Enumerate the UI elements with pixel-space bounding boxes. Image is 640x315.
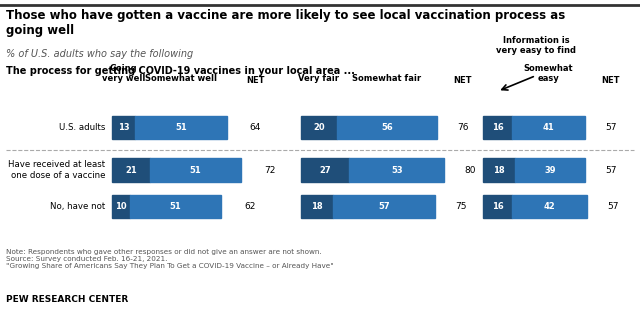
- Text: PEW RESEARCH CENTER: PEW RESEARCH CENTER: [6, 295, 129, 304]
- Text: 41: 41: [543, 123, 554, 132]
- Bar: [483, 116, 512, 139]
- Bar: [130, 194, 221, 218]
- Text: 57: 57: [605, 166, 617, 175]
- Text: 16: 16: [492, 123, 504, 132]
- Text: 72: 72: [264, 166, 275, 175]
- Text: NET: NET: [453, 76, 472, 85]
- Bar: [512, 194, 587, 218]
- Text: 42: 42: [543, 202, 556, 211]
- Text: 20: 20: [313, 123, 324, 132]
- Text: Have received at least
one dose of a vaccine: Have received at least one dose of a vac…: [8, 160, 106, 180]
- Text: 57: 57: [605, 123, 617, 132]
- Text: 18: 18: [493, 166, 505, 175]
- Text: 57: 57: [378, 202, 390, 211]
- Text: Information is
very easy to find: Information is very easy to find: [496, 36, 576, 55]
- Bar: [333, 194, 435, 218]
- Text: 56: 56: [381, 123, 393, 132]
- Text: Somewhat
easy: Somewhat easy: [524, 64, 573, 83]
- Bar: [112, 158, 150, 182]
- Text: 62: 62: [244, 202, 256, 211]
- Text: 53: 53: [391, 166, 403, 175]
- Bar: [301, 158, 349, 182]
- Text: 51: 51: [170, 202, 182, 211]
- Text: 51: 51: [189, 166, 201, 175]
- Text: Very fair: Very fair: [298, 74, 339, 83]
- Text: 10: 10: [115, 202, 127, 211]
- Bar: [337, 116, 437, 139]
- Text: 18: 18: [311, 202, 323, 211]
- Bar: [150, 158, 241, 182]
- Text: 76: 76: [457, 123, 468, 132]
- Bar: [512, 116, 586, 139]
- Bar: [301, 116, 337, 139]
- Bar: [515, 158, 586, 182]
- Bar: [112, 194, 130, 218]
- Text: 21: 21: [125, 166, 137, 175]
- Bar: [112, 116, 135, 139]
- Bar: [135, 116, 227, 139]
- Text: Going
very well: Going very well: [102, 64, 145, 83]
- Text: 51: 51: [175, 123, 187, 132]
- Bar: [483, 158, 515, 182]
- Text: NET: NET: [246, 76, 265, 85]
- Bar: [301, 194, 333, 218]
- Text: NET: NET: [602, 76, 620, 85]
- Text: 27: 27: [319, 166, 331, 175]
- Text: 13: 13: [118, 123, 129, 132]
- Text: Note: Respondents who gave other responses or did not give an answer are not sho: Note: Respondents who gave other respons…: [6, 249, 334, 269]
- Text: Those who have gotten a vaccine are more likely to see local vaccination process: Those who have gotten a vaccine are more…: [6, 9, 566, 37]
- Text: 16: 16: [492, 202, 504, 211]
- Text: Somewhat fair: Somewhat fair: [352, 74, 421, 83]
- Text: Somewhat well: Somewhat well: [145, 74, 217, 83]
- Text: U.S. adults: U.S. adults: [60, 123, 106, 132]
- Text: % of U.S. adults who say the following: % of U.S. adults who say the following: [6, 49, 194, 59]
- Text: The process for getting COVID-19 vaccines in your local area ...: The process for getting COVID-19 vaccine…: [6, 66, 355, 76]
- Text: 75: 75: [455, 202, 467, 211]
- Bar: [483, 194, 512, 218]
- Text: 57: 57: [607, 202, 618, 211]
- Text: 39: 39: [545, 166, 556, 175]
- Bar: [349, 158, 444, 182]
- Text: No, have not: No, have not: [51, 202, 106, 211]
- Text: 64: 64: [250, 123, 261, 132]
- Text: 80: 80: [464, 166, 476, 175]
